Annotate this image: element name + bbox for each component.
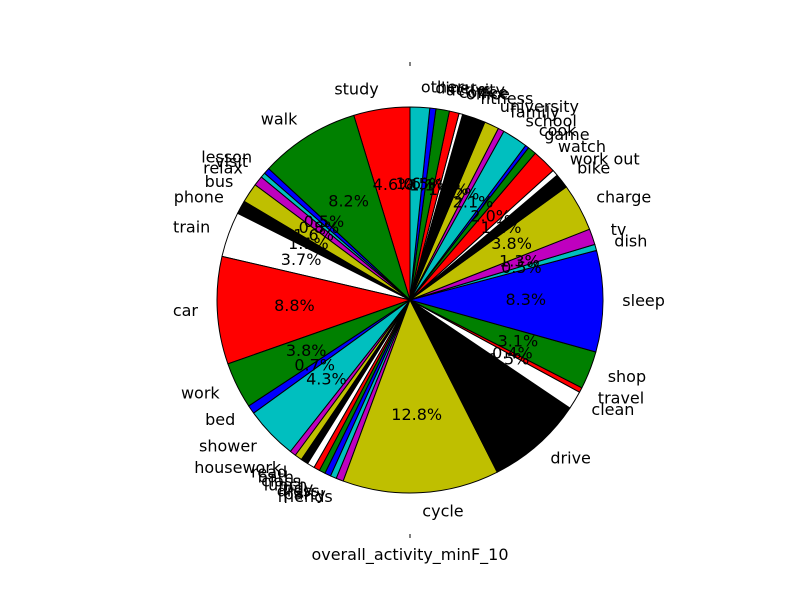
slice-percent-cycle: 12.8% <box>391 405 442 424</box>
slice-label-relax: relax <box>203 159 243 178</box>
slice-percent-clean: 1.5% <box>489 350 530 369</box>
slice-percent-sleep: 8.3% <box>505 290 546 309</box>
slice-percent-fitness: 1.9% <box>428 180 469 199</box>
slice-label-class: class <box>261 472 301 491</box>
slice-label-dish: dish <box>614 232 647 251</box>
slice-percent-tv: 1.3% <box>499 252 540 271</box>
slice-percent-diner: 0.5% <box>403 175 444 194</box>
slice-label-cook: cook <box>539 121 577 140</box>
slice-percent-work: 3.8% <box>286 341 327 360</box>
slice-label-work-out: work out <box>570 150 640 169</box>
slice-label-train: train <box>173 217 210 236</box>
slice-percent-walk: 8.2% <box>328 191 369 210</box>
slice-label-coffee: coffee <box>459 83 508 102</box>
slice-label-diner: diner <box>435 79 477 98</box>
slice-label-bed: bed <box>205 410 235 429</box>
slice-label-other: other <box>421 78 464 97</box>
slice-percent-school: 2.1% <box>453 192 494 211</box>
slice-percent-shower: 4.3% <box>306 370 347 389</box>
slice-label-bike: bike <box>577 159 610 178</box>
slice-percent-car: 8.8% <box>274 296 315 315</box>
slice-percent-relax: 0.8% <box>299 218 340 237</box>
slice-percent-bus: 1.6% <box>293 225 334 244</box>
slice-label-shower: shower <box>199 437 257 456</box>
slice-label-work: work <box>181 384 220 403</box>
slice-percent-train: 3.7% <box>281 250 322 269</box>
slice-label-walk: walk <box>261 110 298 129</box>
slice-label-tidy: tidy <box>283 479 313 498</box>
slice-percent-activity: 1.1% <box>409 175 450 194</box>
slice-label-charge: charge <box>596 188 651 207</box>
slice-percent-study: 4.6% <box>373 175 414 194</box>
slice-label-dress: dress <box>277 482 320 501</box>
slice-label-party: party <box>284 484 326 503</box>
slice-label-bus: bus <box>205 172 234 191</box>
slice-label-shop: shop <box>608 367 646 386</box>
slice-label-study: study <box>334 80 378 99</box>
slice-label-car: car <box>173 301 199 320</box>
pie-slice-walk <box>268 114 411 301</box>
slice-percent-drive: 7.9% <box>466 376 507 395</box>
slice-label-read: read <box>251 463 287 482</box>
slice-label-watch: watch <box>558 137 606 156</box>
slice-label-fitness: fitness <box>480 89 533 108</box>
slice-label-school: school <box>526 111 577 130</box>
slice-percent-dish: 0.5% <box>501 258 542 277</box>
slice-label-friends: friends <box>278 487 333 506</box>
slice-percent-phone: 1.1% <box>288 234 329 253</box>
slice-percent-other: 1.6% <box>396 174 437 193</box>
pie-slice-car <box>216 255 411 365</box>
pie-slice-other <box>409 106 431 301</box>
pie-slice-sleep <box>409 249 604 353</box>
slice-label-drive: drive <box>550 449 591 468</box>
slice-percent-bed: 0.7% <box>294 355 335 374</box>
pie-slice-cycle <box>342 299 498 494</box>
slice-label-cycle: cycle <box>422 501 463 520</box>
slice-label-travel: travel <box>598 389 644 408</box>
pie-slices <box>216 106 604 494</box>
slice-percent-university: 1.2% <box>439 185 480 204</box>
slice-label-lesson: lesson <box>201 148 252 167</box>
slice-label-office: office <box>466 85 510 104</box>
slice-percent-bike: 1.2% <box>481 218 522 237</box>
slice-label-lunch: lunch <box>264 475 308 494</box>
slice-percent-shop: 3.1% <box>498 332 539 351</box>
slice-percent-travel: 0.4% <box>492 344 533 363</box>
slice-label-bath: bath <box>258 467 294 486</box>
slice-percent-lesson: 0.5% <box>304 212 345 231</box>
slice-label-family: family <box>510 102 559 121</box>
slice-label-phone: phone <box>174 188 224 207</box>
slice-label-sleep: sleep <box>622 291 665 310</box>
slice-label-activity: activity <box>446 80 505 99</box>
x-axis-label: overall_activity_minF_10 <box>311 545 508 565</box>
slice-label-game: game <box>544 125 589 144</box>
slice-label-tv: tv <box>611 220 627 239</box>
pie-slice-drive <box>409 299 571 473</box>
slice-label-visit: visit <box>215 152 248 171</box>
slice-label-clean: clean <box>591 400 634 419</box>
slice-label-university: university <box>500 97 579 116</box>
slice-percent-charge: 3.8% <box>491 234 532 253</box>
pie-percent-labels: 4.6%8.2%0.5%0.8%1.6%1.1%3.7%8.8%3.8%0.7%… <box>274 174 546 424</box>
slice-label-housework: housework <box>194 458 282 477</box>
slice-percent-watch: 2.0% <box>470 206 511 225</box>
